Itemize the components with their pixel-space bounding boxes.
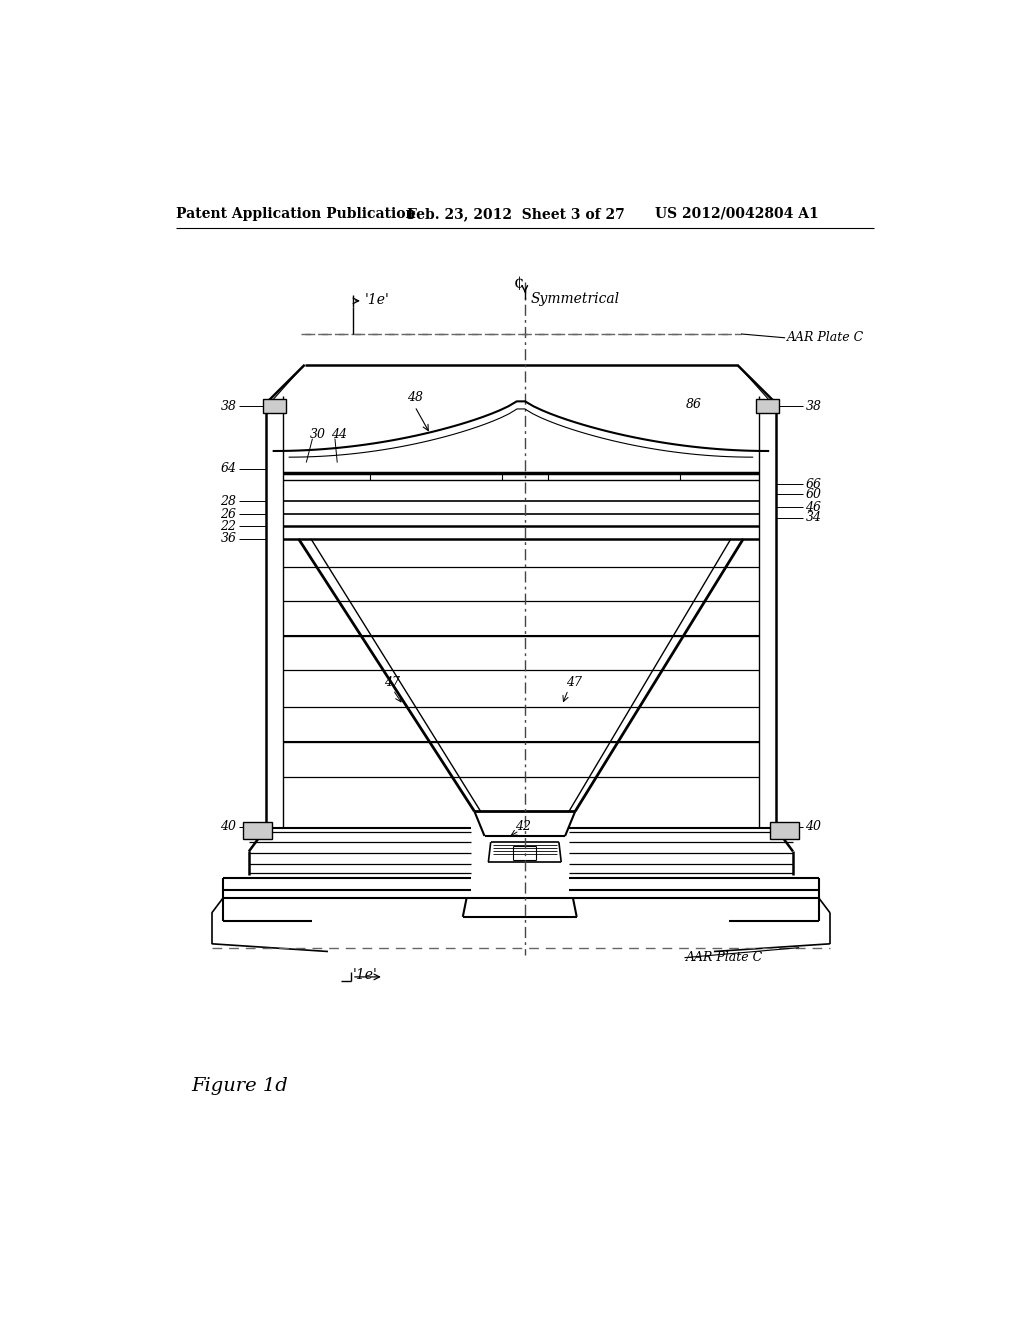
Text: 46: 46 xyxy=(805,500,821,513)
Text: 40: 40 xyxy=(805,820,821,833)
Text: 48: 48 xyxy=(407,391,423,404)
Text: 42: 42 xyxy=(515,820,531,833)
Text: 22: 22 xyxy=(220,520,237,533)
Text: 47: 47 xyxy=(384,676,399,689)
Text: 44: 44 xyxy=(331,428,347,441)
Text: 86: 86 xyxy=(686,399,702,412)
Text: AAR Plate C: AAR Plate C xyxy=(786,331,864,345)
Text: '1e': '1e' xyxy=(365,293,389,308)
Text: 38: 38 xyxy=(805,400,821,413)
Text: Symmetrical: Symmetrical xyxy=(531,292,621,305)
Text: 36: 36 xyxy=(220,532,237,545)
Text: 64: 64 xyxy=(220,462,237,475)
Text: 30: 30 xyxy=(310,428,326,441)
Bar xyxy=(243,822,272,840)
Text: 26: 26 xyxy=(220,508,237,520)
Text: 66: 66 xyxy=(805,478,821,491)
Text: Feb. 23, 2012  Sheet 3 of 27: Feb. 23, 2012 Sheet 3 of 27 xyxy=(407,207,625,220)
Text: AAR Plate C: AAR Plate C xyxy=(686,952,763,964)
Text: 28: 28 xyxy=(220,495,237,508)
Text: 47: 47 xyxy=(566,676,582,689)
Bar xyxy=(756,400,779,413)
Text: US 2012/0042804 A1: US 2012/0042804 A1 xyxy=(655,207,819,220)
Text: 60: 60 xyxy=(805,487,821,500)
Text: 40: 40 xyxy=(220,820,237,833)
Text: Figure 1d: Figure 1d xyxy=(191,1077,289,1096)
Text: Patent Application Publication: Patent Application Publication xyxy=(176,207,416,220)
Bar xyxy=(770,822,799,840)
Text: ¢: ¢ xyxy=(513,276,524,293)
Text: 34: 34 xyxy=(805,511,821,524)
Bar xyxy=(263,400,286,413)
Text: 38: 38 xyxy=(220,400,237,413)
Text: '1e': '1e' xyxy=(352,968,378,982)
